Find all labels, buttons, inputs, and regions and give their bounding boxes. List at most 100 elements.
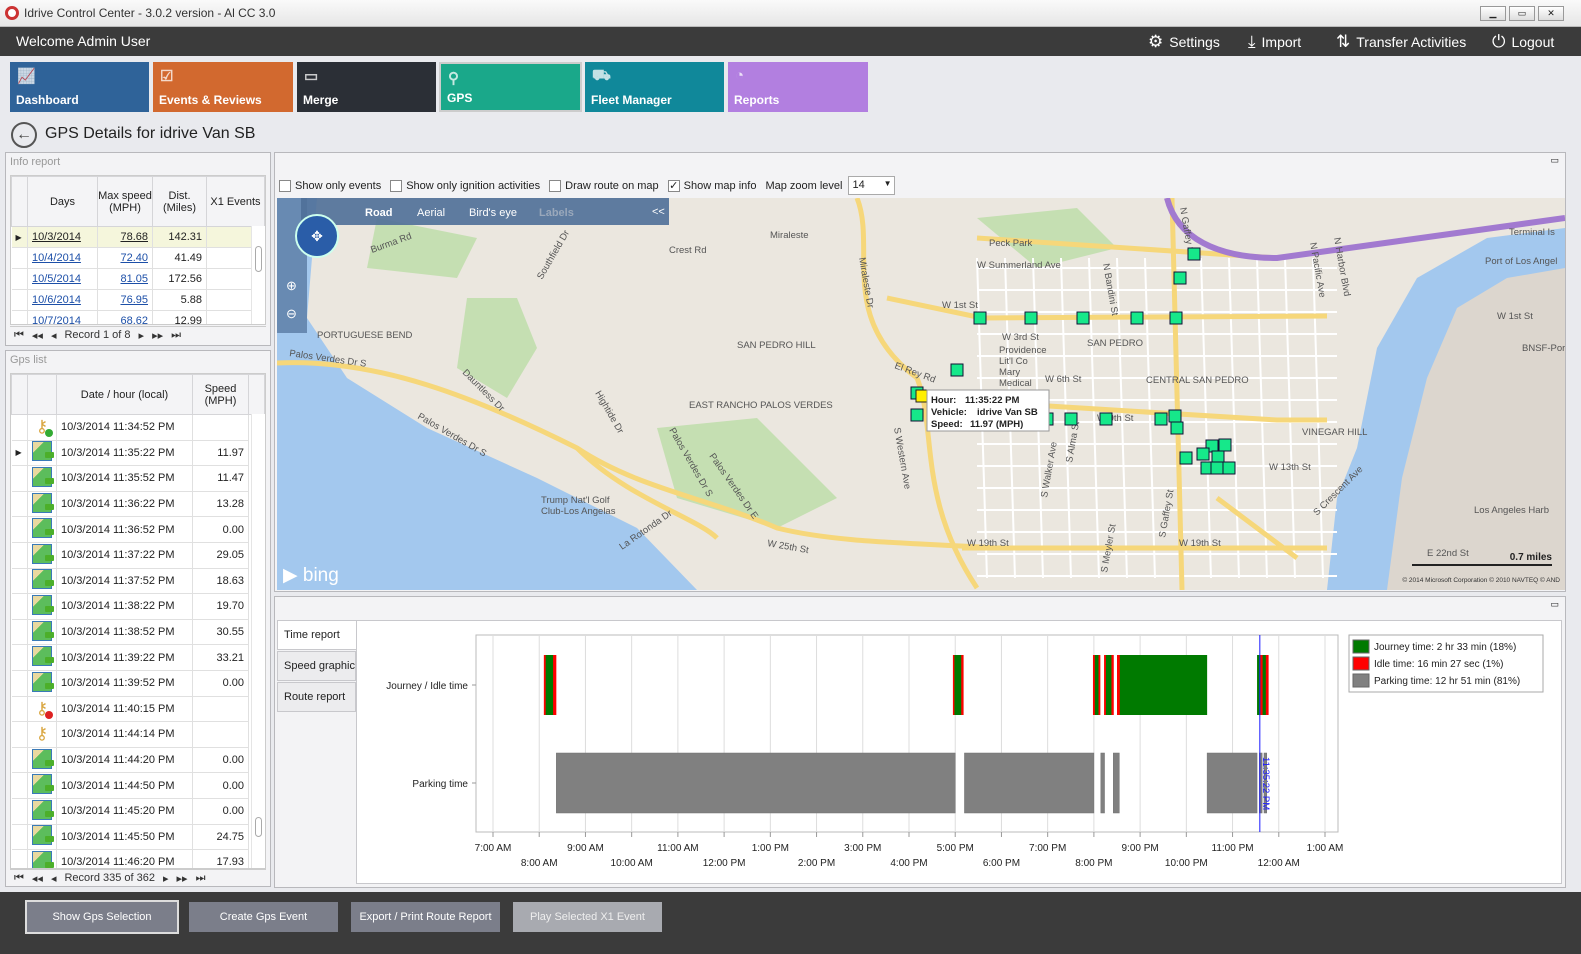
gps-row[interactable]: 10/3/2014 11:38:52 PM 30.55 [11, 619, 265, 646]
prev-page-button[interactable]: ◂◂ [31, 329, 43, 342]
info-scrollbar[interactable] [251, 226, 265, 324]
info-row[interactable]: ▶ 10/3/2014 78.68 142.31 [11, 226, 265, 248]
gps-row[interactable]: 10/3/2014 11:39:22 PM 33.21 [11, 644, 265, 671]
tile-events-reviews[interactable]: ☑ Events & Reviews [153, 62, 293, 112]
tile-merge[interactable]: ▭ Merge [297, 62, 436, 112]
map-mode-road[interactable]: Road [365, 207, 393, 219]
info-row[interactable]: 10/6/2014 76.95 5.88 [11, 289, 265, 311]
tile-gps[interactable]: ⚲ GPS [439, 62, 582, 112]
max-speed-link[interactable]: 81.05 [97, 268, 153, 290]
gps-row[interactable]: 10/3/2014 11:45:50 PM 24.75 [11, 824, 265, 851]
panel-maximize-button[interactable]: ▭ [1550, 599, 1559, 609]
gps-point-marker[interactable] [950, 363, 964, 377]
export-print-route-report-button[interactable]: Export / Print Route Report [351, 902, 500, 932]
gps-point-marker[interactable] [1168, 409, 1182, 423]
col-days[interactable]: Days [27, 176, 98, 227]
collapse-nav-button[interactable]: << [652, 206, 665, 218]
day-link[interactable]: 10/6/2014 [27, 289, 98, 311]
first-record-button[interactable]: ⏮ [14, 328, 24, 341]
max-speed-link[interactable]: 72.40 [97, 247, 153, 269]
next-record-button[interactable]: ▸ [138, 329, 145, 342]
gps-point-marker[interactable] [1099, 412, 1113, 426]
next-page-button[interactable]: ▸▸ [176, 872, 188, 885]
gps-row[interactable]: 10/3/2014 11:36:22 PM 13.28 [11, 491, 265, 518]
gps-row[interactable]: 10/3/2014 11:44:50 PM 0.00 [11, 772, 265, 799]
gps-row[interactable]: ⚷ 10/3/2014 11:44:14 PM [11, 721, 265, 748]
max-speed-link[interactable]: 68.62 [97, 310, 153, 324]
gps-row[interactable]: 10/3/2014 11:38:22 PM 19.70 [11, 593, 265, 620]
tab-speed-graphic[interactable]: Speed graphic [277, 651, 356, 681]
gps-point-marker[interactable] [1218, 438, 1232, 452]
day-link[interactable]: 10/7/2014 [27, 310, 98, 324]
maximize-button[interactable]: ▭ [1509, 6, 1535, 21]
gps-point-marker[interactable] [1076, 311, 1090, 325]
gps-row[interactable]: 10/3/2014 11:39:52 PM 0.00 [11, 670, 265, 697]
info-row[interactable]: 10/4/2014 72.40 41.49 [11, 247, 265, 269]
show-gps-selection-button[interactable]: Show Gps Selection [25, 900, 179, 934]
gps-row[interactable]: 10/3/2014 11:37:22 PM 29.05 [11, 542, 265, 569]
gps-row[interactable]: ⚷ 10/3/2014 11:40:15 PM [11, 696, 265, 723]
gps-point-marker[interactable] [1154, 412, 1168, 426]
minimize-button[interactable]: ▁ [1480, 6, 1506, 21]
close-button[interactable]: ✕ [1538, 6, 1564, 21]
col-max-speed[interactable]: Max speed (MPH) [97, 176, 153, 227]
day-link[interactable]: 10/3/2014 [27, 226, 98, 248]
gps-row[interactable]: ⚷ 10/3/2014 11:34:52 PM [11, 414, 265, 441]
first-record-button[interactable]: ⏮ [14, 871, 24, 884]
info-row[interactable]: 10/5/2014 81.05 172.56 [11, 268, 265, 290]
col-x1-events[interactable]: X1 Events [206, 176, 265, 227]
map-mode-aerial[interactable]: Aerial [417, 207, 445, 219]
gps-row[interactable]: 10/3/2014 11:36:52 PM 0.00 [11, 516, 265, 543]
show-map-info-checkbox[interactable]: ✓ Show map info [667, 179, 757, 192]
col-speed[interactable]: Speed (MPH) [192, 374, 249, 415]
back-button[interactable]: ← [11, 122, 37, 148]
max-speed-link[interactable]: 78.68 [97, 226, 153, 248]
gps-row[interactable]: ▶ 10/3/2014 11:35:22 PM 11.97 [11, 440, 265, 467]
gps-point-marker[interactable] [910, 408, 924, 422]
gps-point-marker[interactable] [1187, 247, 1201, 261]
day-link[interactable]: 10/5/2014 [27, 268, 98, 290]
map-mode-labels[interactable]: Labels [539, 207, 574, 219]
gps-point-marker[interactable] [1222, 461, 1236, 475]
last-record-button[interactable]: ⏭ [195, 871, 206, 884]
info-row[interactable]: 10/7/2014 68.62 12.99 [11, 310, 265, 324]
prev-record-button[interactable]: ◂ [50, 872, 57, 885]
last-record-button[interactable]: ⏭ [171, 328, 182, 341]
tile-dashboard[interactable]: 📈 Dashboard [10, 62, 149, 112]
gps-point-marker[interactable] [1064, 412, 1078, 426]
gps-point-marker[interactable] [1210, 461, 1224, 475]
next-page-button[interactable]: ▸▸ [152, 329, 164, 342]
selected-gps-marker[interactable] [915, 389, 929, 403]
map-zoom-select[interactable]: 14 ▼ [848, 176, 896, 195]
gps-point-marker[interactable] [1169, 311, 1183, 325]
map-view[interactable]: Road Aerial Bird's eye Labels <<✥⊕⊖Burma Rd C… [277, 198, 1565, 590]
tab-route-report[interactable]: Route report [277, 682, 356, 712]
prev-record-button[interactable]: ◂ [50, 329, 57, 342]
map-mode-birdseye[interactable]: Bird's eye [469, 207, 517, 219]
panel-maximize-button[interactable]: ▭ [1550, 155, 1559, 165]
gps-row[interactable]: 10/3/2014 11:45:20 PM 0.00 [11, 798, 265, 825]
draw-route-checkbox[interactable]: Draw route on map [549, 179, 659, 192]
col-date-hour[interactable]: Date / hour (local) [56, 374, 193, 415]
import-button[interactable]: ⤓ Import [1248, 32, 1302, 51]
gps-row[interactable]: 10/3/2014 11:46:20 PM 17.93 [11, 849, 265, 868]
gps-point-marker[interactable] [1179, 451, 1193, 465]
tile-fleet-manager[interactable]: ⛟ Fleet Manager [585, 62, 724, 112]
gps-point-marker[interactable] [1196, 447, 1210, 461]
max-speed-link[interactable]: 76.95 [97, 289, 153, 311]
pan-control[interactable] [295, 214, 339, 258]
zoom-out-button[interactable]: ⊖ [286, 306, 297, 321]
logout-button[interactable]: ⏻ Logout [1492, 32, 1555, 51]
gps-point-marker[interactable] [1211, 450, 1225, 464]
prev-page-button[interactable]: ◂◂ [31, 872, 43, 885]
zoom-in-button[interactable]: ⊕ [286, 278, 297, 293]
day-link[interactable]: 10/4/2014 [27, 247, 98, 269]
gps-point-marker[interactable] [973, 311, 987, 325]
col-distance[interactable]: Dist. (Miles) [152, 176, 207, 227]
gps-point-marker[interactable] [1130, 311, 1144, 325]
next-record-button[interactable]: ▸ [163, 872, 169, 885]
gps-row[interactable]: 10/3/2014 11:35:52 PM 11.47 [11, 465, 265, 492]
gps-scrollbar[interactable] [251, 414, 265, 868]
show-only-events-checkbox[interactable]: Show only events [279, 179, 381, 192]
tile-reports[interactable]: ◔ Reports [728, 62, 868, 112]
